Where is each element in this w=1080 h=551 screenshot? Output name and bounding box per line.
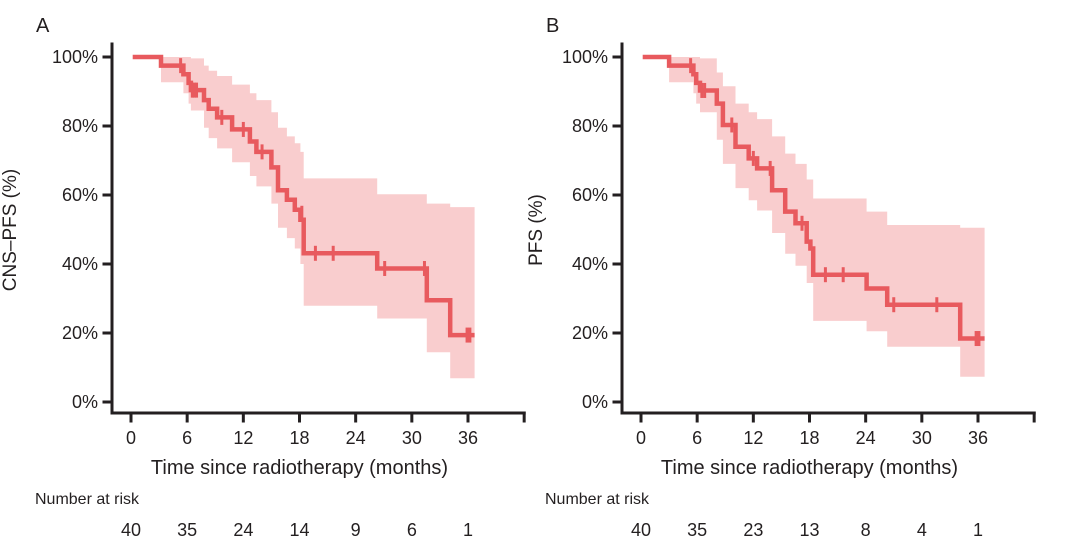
risk-table-label: Number at risk [35, 491, 140, 508]
x-tick-label: 6 [692, 428, 702, 448]
y-tick-label: 20% [572, 323, 608, 343]
panel-letter: A [36, 15, 50, 37]
x-tick-label: 30 [402, 428, 422, 448]
risk-count: 40 [631, 520, 651, 540]
censor-marks [689, 58, 981, 347]
y-tick-label: 100% [52, 47, 98, 67]
risk-count: 9 [351, 520, 361, 540]
x-tick-label: 30 [912, 428, 932, 448]
x-tick-label: 12 [233, 428, 253, 448]
y-tick-label: 0% [72, 392, 98, 412]
risk-count: 13 [799, 520, 819, 540]
risk-count: 35 [177, 520, 197, 540]
risk-count: 24 [233, 520, 253, 540]
km-curve [642, 54, 985, 341]
risk-count: 1 [463, 520, 473, 540]
y-tick-label: 100% [562, 47, 608, 67]
x-axis-title: Time since radiotherapy (months) [661, 457, 958, 479]
x-tick-label: 12 [743, 428, 763, 448]
x-axis-title: Time since radiotherapy (months) [151, 457, 448, 479]
confidence-band [669, 57, 985, 377]
risk-count: 35 [687, 520, 707, 540]
risk-count: 6 [407, 520, 417, 540]
y-tick-label: 60% [62, 185, 98, 205]
risk-count: 40 [121, 520, 141, 540]
x-tick-label: 18 [289, 428, 309, 448]
x-tick-label: 36 [458, 428, 478, 448]
km-curve [132, 54, 475, 338]
y-tick-label: 60% [572, 185, 608, 205]
risk-table-label: Number at risk [545, 491, 650, 508]
x-tick-label: 36 [968, 428, 988, 448]
y-tick-label: 80% [62, 116, 98, 136]
y-tick-label: 40% [62, 254, 98, 274]
y-axis-title: CNS–PFS (%) [0, 169, 21, 291]
censor-marks [179, 58, 472, 343]
panel-A: 100% 80% 60% 40% 20% 0% 0 6 12 18 24 30 36 Time since… [0, 15, 526, 540]
x-tick-label: 18 [799, 428, 819, 448]
risk-count: 4 [917, 520, 927, 540]
risk-count: 8 [861, 520, 871, 540]
x-tick-label: 0 [636, 428, 646, 448]
y-tick-label: 0% [582, 392, 608, 412]
axes [102, 42, 526, 423]
x-tick-label: 0 [126, 428, 136, 448]
y-tick-label: 20% [62, 323, 98, 343]
confidence-band [161, 57, 475, 379]
y-tick-label: 80% [572, 116, 608, 136]
x-tick-label: 24 [346, 428, 366, 448]
risk-count: 1 [973, 520, 983, 540]
risk-count: 14 [289, 520, 309, 540]
y-tick-label: 40% [572, 254, 608, 274]
panel-letter: B [546, 15, 559, 37]
x-tick-label: 6 [182, 428, 192, 448]
risk-count: 23 [743, 520, 763, 540]
x-tick-label: 24 [856, 428, 876, 448]
axes [612, 42, 1036, 423]
y-axis-title: PFS (%) [526, 194, 547, 266]
